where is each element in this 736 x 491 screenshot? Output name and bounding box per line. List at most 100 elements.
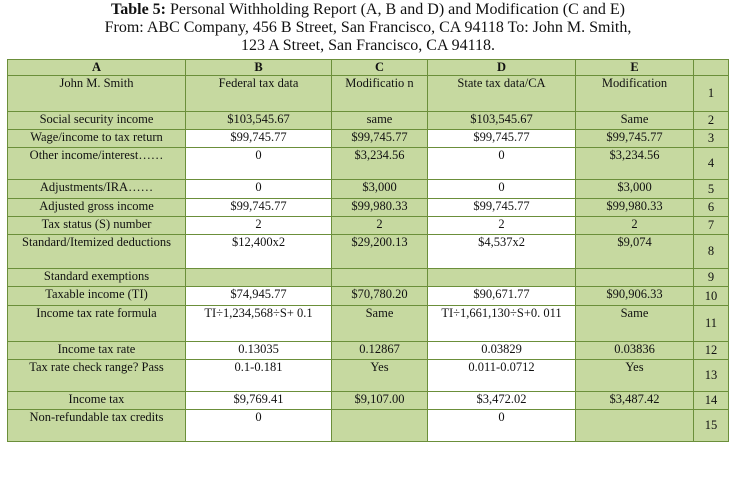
cell-col-d: $3,472.02	[427, 391, 576, 410]
cell-col-a: Income tax rate formula	[7, 305, 186, 342]
table-row: Standard/Itemized deductions $12,400x2 $29…	[7, 234, 729, 269]
table-row: Non-refundable tax credits 0 0 15	[7, 409, 729, 442]
cell-col-b: 0	[185, 147, 332, 180]
cell-col-a: Wage/income to tax return	[7, 129, 186, 148]
cell-row-number: 11	[693, 305, 729, 342]
cell-col-b: $99,745.77	[185, 198, 332, 217]
cell-row-number: 13	[693, 359, 729, 392]
column-header-d: D	[427, 59, 576, 76]
cell-col-d: $4,537x2	[427, 234, 576, 269]
cell-col-e: $90,906.33	[575, 286, 694, 306]
table-caption: Table 5: Personal Withholding Report (A,…	[0, 0, 736, 57]
table-row: Wage/income to tax return $99,745.77 $99,7…	[7, 129, 729, 148]
cell-col-b: $12,400x2	[185, 234, 332, 269]
cell-col-c: same	[331, 111, 428, 130]
cell-col-c: Yes	[331, 359, 428, 392]
cell-row-number: 1	[693, 75, 729, 112]
cell-col-e	[575, 409, 694, 442]
cell-col-c: 0.12867	[331, 341, 428, 360]
cell-col-a: Standard/Itemized deductions	[7, 234, 186, 269]
cell-col-a: Adjusted gross income	[7, 198, 186, 217]
cell-col-e: Same	[575, 111, 694, 130]
column-header-c: C	[331, 59, 428, 76]
cell-col-b: 0.13035	[185, 341, 332, 360]
table-row: Tax rate check range? Pass 0.1-0.181 Yes 0.…	[7, 359, 729, 392]
cell-col-e: $99,980.33	[575, 198, 694, 217]
cell-row-number: 8	[693, 234, 729, 269]
column-header-a: A	[7, 59, 186, 76]
cell-col-c	[331, 409, 428, 442]
cell-row-number: 5	[693, 179, 729, 199]
cell-col-a: John M. Smith	[7, 75, 186, 112]
cell-col-d: 0	[427, 409, 576, 442]
cell-row-number: 12	[693, 341, 729, 360]
cell-col-a: Social security income	[7, 111, 186, 130]
cell-col-d: 0.03829	[427, 341, 576, 360]
cell-col-a: Other income/interest……	[7, 147, 186, 180]
cell-row-number: 7	[693, 216, 729, 235]
cell-row-number: 4	[693, 147, 729, 180]
cell-col-d: $99,745.77	[427, 198, 576, 217]
cell-col-c: $3,234.56	[331, 147, 428, 180]
cell-col-d: $103,545.67	[427, 111, 576, 130]
cell-col-b: $74,945.77	[185, 286, 332, 306]
table-row: Other income/interest…… 0 $3,234.56 0 $3,234…	[7, 147, 729, 180]
cell-col-d: 0	[427, 147, 576, 180]
cell-row-number: 9	[693, 268, 729, 287]
cell-col-b: $9,769.41	[185, 391, 332, 410]
cell-col-e: $3,487.42	[575, 391, 694, 410]
cell-col-b: 0	[185, 179, 332, 199]
cell-col-d: 0	[427, 179, 576, 199]
caption-label: Table 5:	[111, 1, 166, 18]
cell-col-b: $103,545.67	[185, 111, 332, 130]
table-row: Tax status (S) number 2 2 2 2 7	[7, 216, 729, 235]
cell-col-e: $9,074	[575, 234, 694, 269]
cell-col-e: Modification	[575, 75, 694, 112]
cell-row-number: 3	[693, 129, 729, 148]
cell-col-a: Income tax rate	[7, 341, 186, 360]
table-row: Income tax $9,769.41 $9,107.00 $3,472.02 $3,…	[7, 391, 729, 410]
cell-col-a: Adjustments/IRA……	[7, 179, 186, 199]
cell-col-a: Tax rate check range? Pass	[7, 359, 186, 392]
cell-col-d: State tax data/CA	[427, 75, 576, 112]
table-row: Adjusted gross income $99,745.77 $99,980.3…	[7, 198, 729, 217]
cell-col-e: Same	[575, 305, 694, 342]
cell-col-c: $3,000	[331, 179, 428, 199]
cell-row-number: 14	[693, 391, 729, 410]
cell-col-b: 2	[185, 216, 332, 235]
table-row: Income tax rate 0.13035 0.12867 0.03829 0.03…	[7, 341, 729, 360]
cell-col-b: 0	[185, 409, 332, 442]
cell-row-number: 2	[693, 111, 729, 130]
cell-col-d: $99,745.77	[427, 129, 576, 148]
table-row: Income tax rate formula TI÷1,234,568÷S+ 0…	[7, 305, 729, 342]
column-header-b: B	[185, 59, 332, 76]
cell-col-e: 0.03836	[575, 341, 694, 360]
table-row: Standard exemptions 9	[7, 268, 729, 287]
cell-col-a: Taxable income (TI)	[7, 286, 186, 306]
cell-col-e: Yes	[575, 359, 694, 392]
caption-address-line: 123 A Street, San Francisco, CA 94118.	[240, 37, 496, 54]
cell-col-b	[185, 268, 332, 287]
cell-col-a: Non-refundable tax credits	[7, 409, 186, 442]
caption-title: Personal Withholding Report (A, B and D)…	[166, 1, 625, 18]
cell-col-b: 0.1-0.181	[185, 359, 332, 392]
cell-row-number: 6	[693, 198, 729, 217]
header-row: A B C D E	[7, 59, 729, 76]
cell-col-a: Standard exemptions	[7, 268, 186, 287]
column-header-e: E	[575, 59, 694, 76]
cell-col-c: $9,107.00	[331, 391, 428, 410]
cell-col-c: Same	[331, 305, 428, 342]
table-row: John M. Smith Federal tax data Modificatio…	[7, 75, 729, 112]
cell-col-c: 2	[331, 216, 428, 235]
cell-row-number: 10	[693, 286, 729, 306]
cell-col-b: Federal tax data	[185, 75, 332, 112]
table-row: Social security income $103,545.67 same $10…	[7, 111, 729, 130]
cell-col-e: $3,234.56	[575, 147, 694, 180]
cell-col-d: $90,671.77	[427, 286, 576, 306]
cell-col-d	[427, 268, 576, 287]
table-body: John M. Smith Federal tax data Modificatio…	[7, 75, 729, 442]
cell-col-b: $99,745.77	[185, 129, 332, 148]
cell-col-e: $99,745.77	[575, 129, 694, 148]
cell-col-c	[331, 268, 428, 287]
caption-from-line: From: ABC Company, 456 B Street, San Fra…	[104, 19, 632, 36]
